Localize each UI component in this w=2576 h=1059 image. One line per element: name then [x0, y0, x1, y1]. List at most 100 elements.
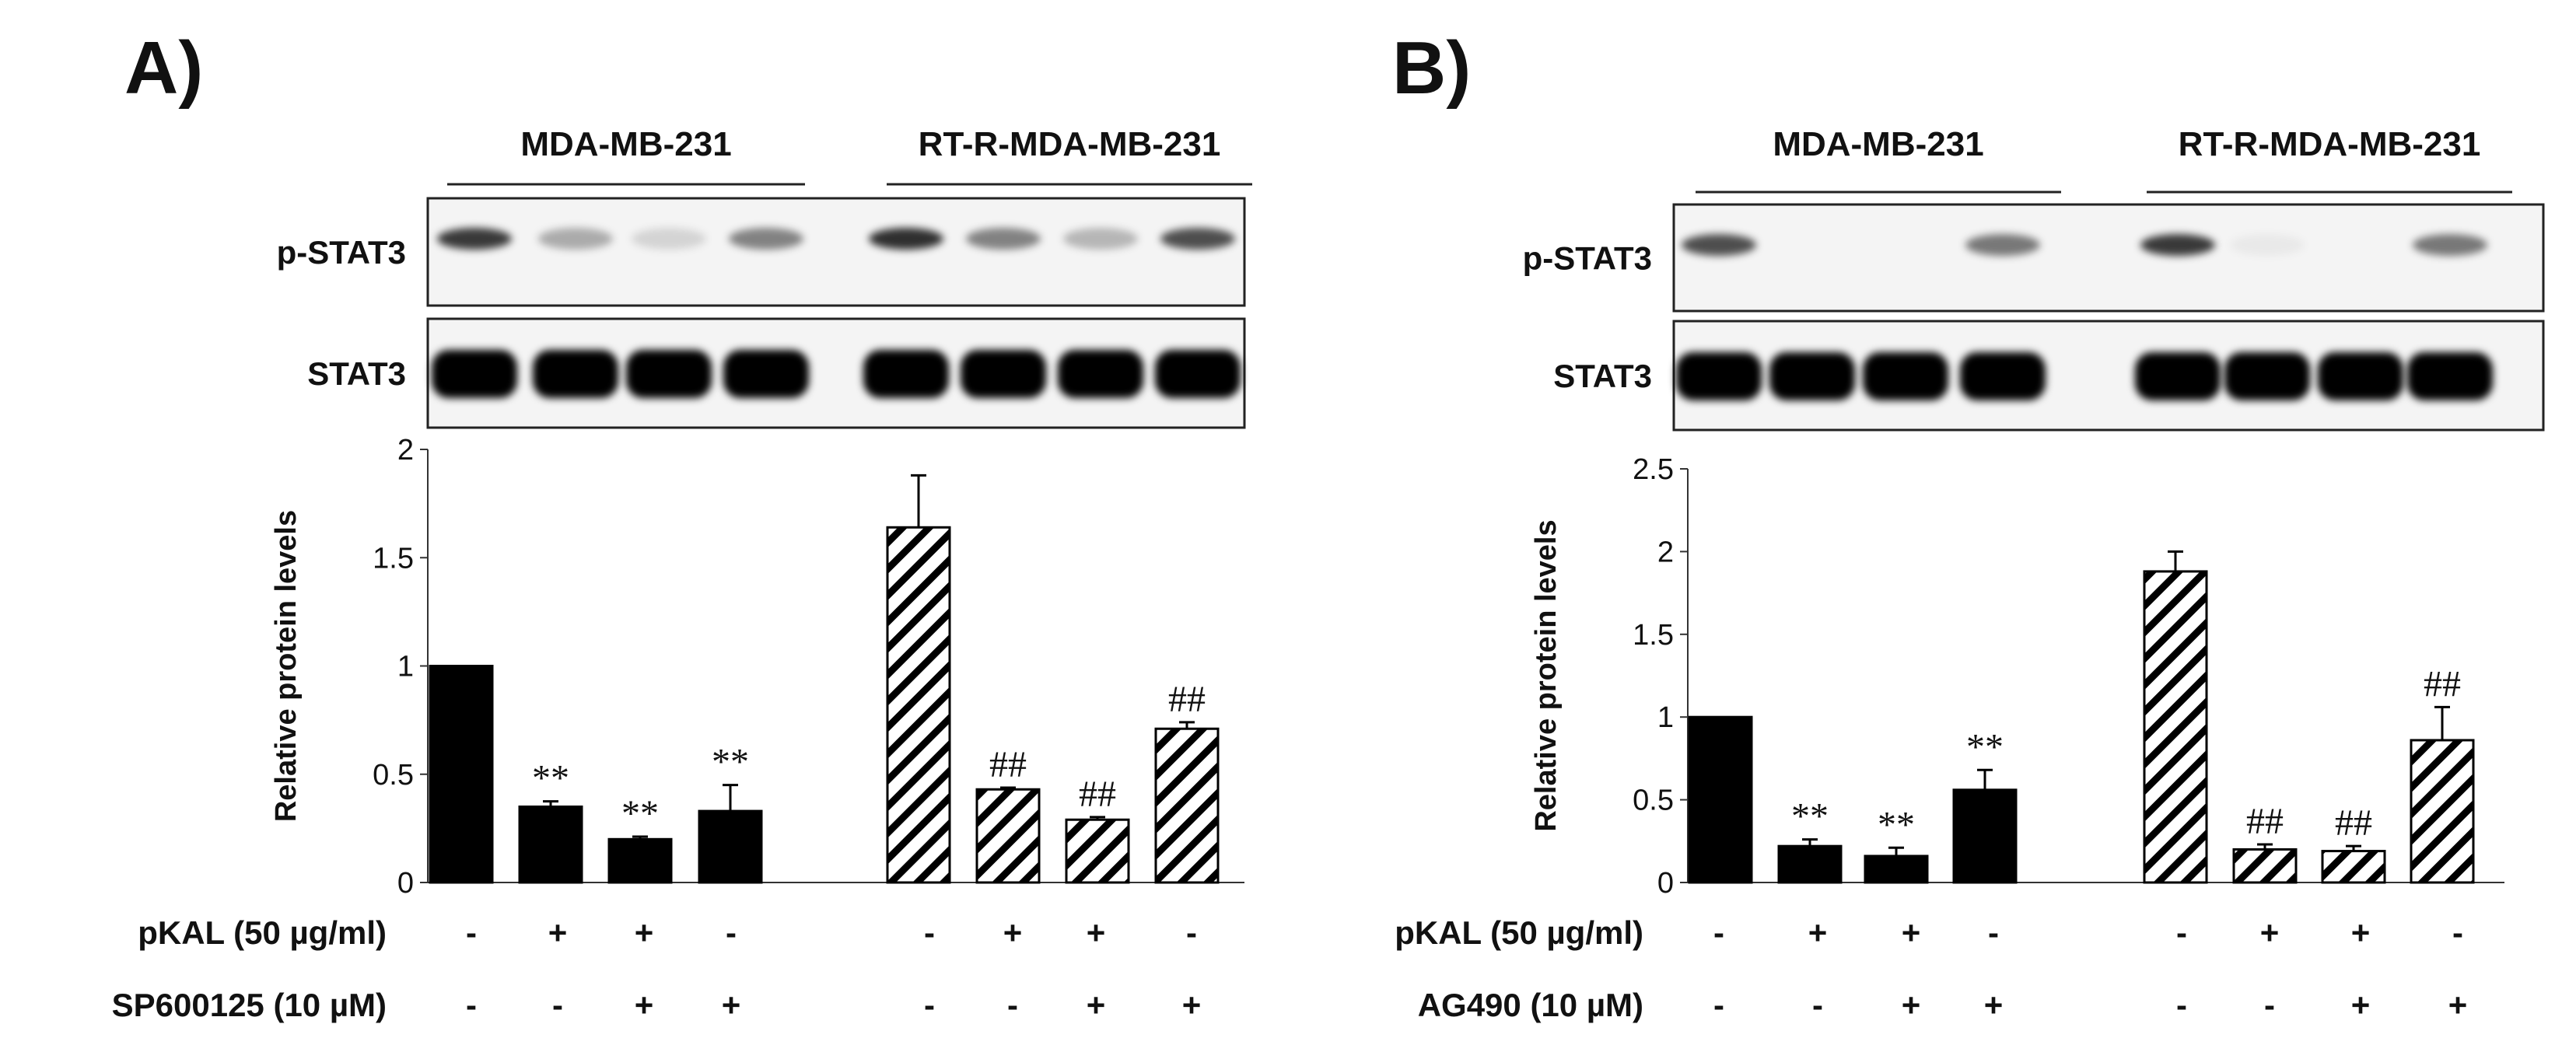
treatment-sign: -	[1713, 914, 1724, 951]
significance-mark: ##	[989, 744, 1027, 785]
bar	[518, 806, 583, 884]
panel-a: A) MDA-MB-231 RT-R-MDA-MB-231 p-STAT3 STAT3 0…	[112, 26, 1252, 1023]
treatment-label: pKAL (50 µg/ml)	[1395, 914, 1643, 951]
treatment-sign: -	[552, 987, 563, 1023]
cell-line-label: MDA-MB-231	[1773, 125, 1983, 163]
p-stat3-band	[437, 228, 512, 250]
y-tick-label: 1.5	[1633, 619, 1674, 652]
cell-line-label: RT-R-MDA-MB-231	[919, 125, 1221, 163]
significance-mark: ##	[1168, 679, 1206, 720]
significance-mark: **	[1878, 804, 1915, 845]
treatment-sign: -	[466, 987, 477, 1023]
significance-mark: **	[712, 742, 749, 783]
stat3-band	[533, 350, 618, 398]
stat3-band	[2407, 352, 2493, 400]
bar	[1065, 818, 1130, 884]
treatment-sign: -	[1812, 987, 1823, 1023]
blot-label: p-STAT3	[1523, 240, 1652, 277]
p-stat3-band	[2230, 234, 2305, 256]
p-stat3-band	[869, 228, 943, 250]
treatment-sign: +	[2260, 914, 2280, 951]
p-stat3-band	[2140, 234, 2215, 256]
significance-mark: **	[621, 793, 659, 834]
stat3-band	[2318, 352, 2403, 400]
bar	[1864, 855, 1929, 884]
y-tick-label: 2	[397, 434, 414, 467]
bar	[2232, 848, 2298, 884]
panel-label: A)	[124, 26, 203, 110]
stat3-band	[432, 350, 517, 398]
stat3-band	[1058, 350, 1143, 398]
bar	[2321, 850, 2386, 884]
y-tick-label: 0.5	[373, 759, 414, 792]
bar	[2143, 570, 2208, 884]
treatment-sign: +	[2351, 914, 2371, 951]
blot-panel	[426, 197, 1246, 307]
y-tick-label: 1	[397, 651, 414, 683]
stat3-band	[1155, 350, 1241, 398]
bar	[1777, 844, 1843, 884]
panel-label: B)	[1392, 26, 1471, 110]
stat3-band	[2135, 352, 2221, 400]
treatment-sign: +	[1087, 987, 1106, 1023]
treatment-sign: +	[2448, 987, 2468, 1023]
stat3-band	[1769, 352, 1855, 400]
cell-line-label: RT-R-MDA-MB-231	[2179, 125, 2481, 163]
bar	[429, 665, 494, 884]
p-stat3-band	[1063, 228, 1138, 250]
y-tick-label: 1.5	[373, 542, 414, 575]
blot-label: STAT3	[307, 355, 406, 392]
y-tick-label: 0	[1657, 867, 1674, 900]
treatment-label: AG490 (10 µM)	[1418, 987, 1643, 1023]
stat3-band	[626, 350, 712, 398]
stat3-band	[2224, 352, 2310, 400]
panel-b: B) MDA-MB-231 RT-R-MDA-MB-231 p-STAT3 STAT3 0…	[1392, 26, 2545, 1023]
treatment-sign: -	[1186, 914, 1197, 951]
p-stat3-band	[729, 228, 803, 250]
treatment-sign: -	[1988, 914, 1999, 951]
p-stat3-band	[2413, 234, 2487, 256]
y-tick-label: 0.5	[1633, 785, 1674, 817]
bar	[698, 809, 763, 884]
blot-panel	[1672, 203, 2545, 313]
treatment-sign: -	[726, 914, 737, 951]
treatment-sign: +	[2351, 987, 2371, 1023]
stat3-band	[723, 350, 809, 398]
bar	[1154, 727, 1220, 884]
bar	[1952, 788, 2018, 884]
p-stat3-band	[1160, 228, 1235, 250]
treatment-sign: +	[1808, 914, 1828, 951]
significance-mark: ##	[2335, 802, 2372, 844]
significance-mark: **	[1791, 796, 1829, 837]
p-stat3-band	[632, 228, 706, 250]
blot-label: STAT3	[1553, 358, 1652, 394]
y-tick-label: 1	[1657, 701, 1674, 734]
significance-mark: ##	[2424, 663, 2461, 704]
treatment-sign: +	[548, 914, 568, 951]
y-tick-label: 2	[1657, 536, 1674, 568]
treatment-sign: -	[2452, 914, 2463, 951]
bar	[1688, 715, 1753, 884]
p-stat3-band	[538, 228, 613, 250]
bar	[886, 526, 951, 884]
p-stat3-band	[966, 228, 1041, 250]
treatment-sign: -	[924, 987, 935, 1023]
bar	[2410, 739, 2475, 884]
treatment-sign: +	[1182, 987, 1202, 1023]
significance-mark: ##	[2246, 801, 2284, 842]
treatment-label: pKAL (50 µg/ml)	[138, 914, 387, 951]
significance-mark: ##	[1079, 774, 1116, 815]
stat3-band	[1960, 352, 2046, 400]
treatment-sign: -	[2264, 987, 2275, 1023]
p-stat3-band	[1682, 234, 1756, 256]
treatment-sign: +	[1984, 987, 2004, 1023]
treatment-sign: +	[1902, 914, 1921, 951]
stat3-band	[1863, 352, 1948, 400]
y-axis-label: Relative protein levels	[270, 510, 303, 822]
treatment-sign: +	[635, 987, 654, 1023]
stat3-band	[961, 350, 1046, 398]
bar	[975, 788, 1041, 884]
treatment-sign: +	[1902, 987, 1921, 1023]
significance-mark: **	[532, 758, 569, 799]
